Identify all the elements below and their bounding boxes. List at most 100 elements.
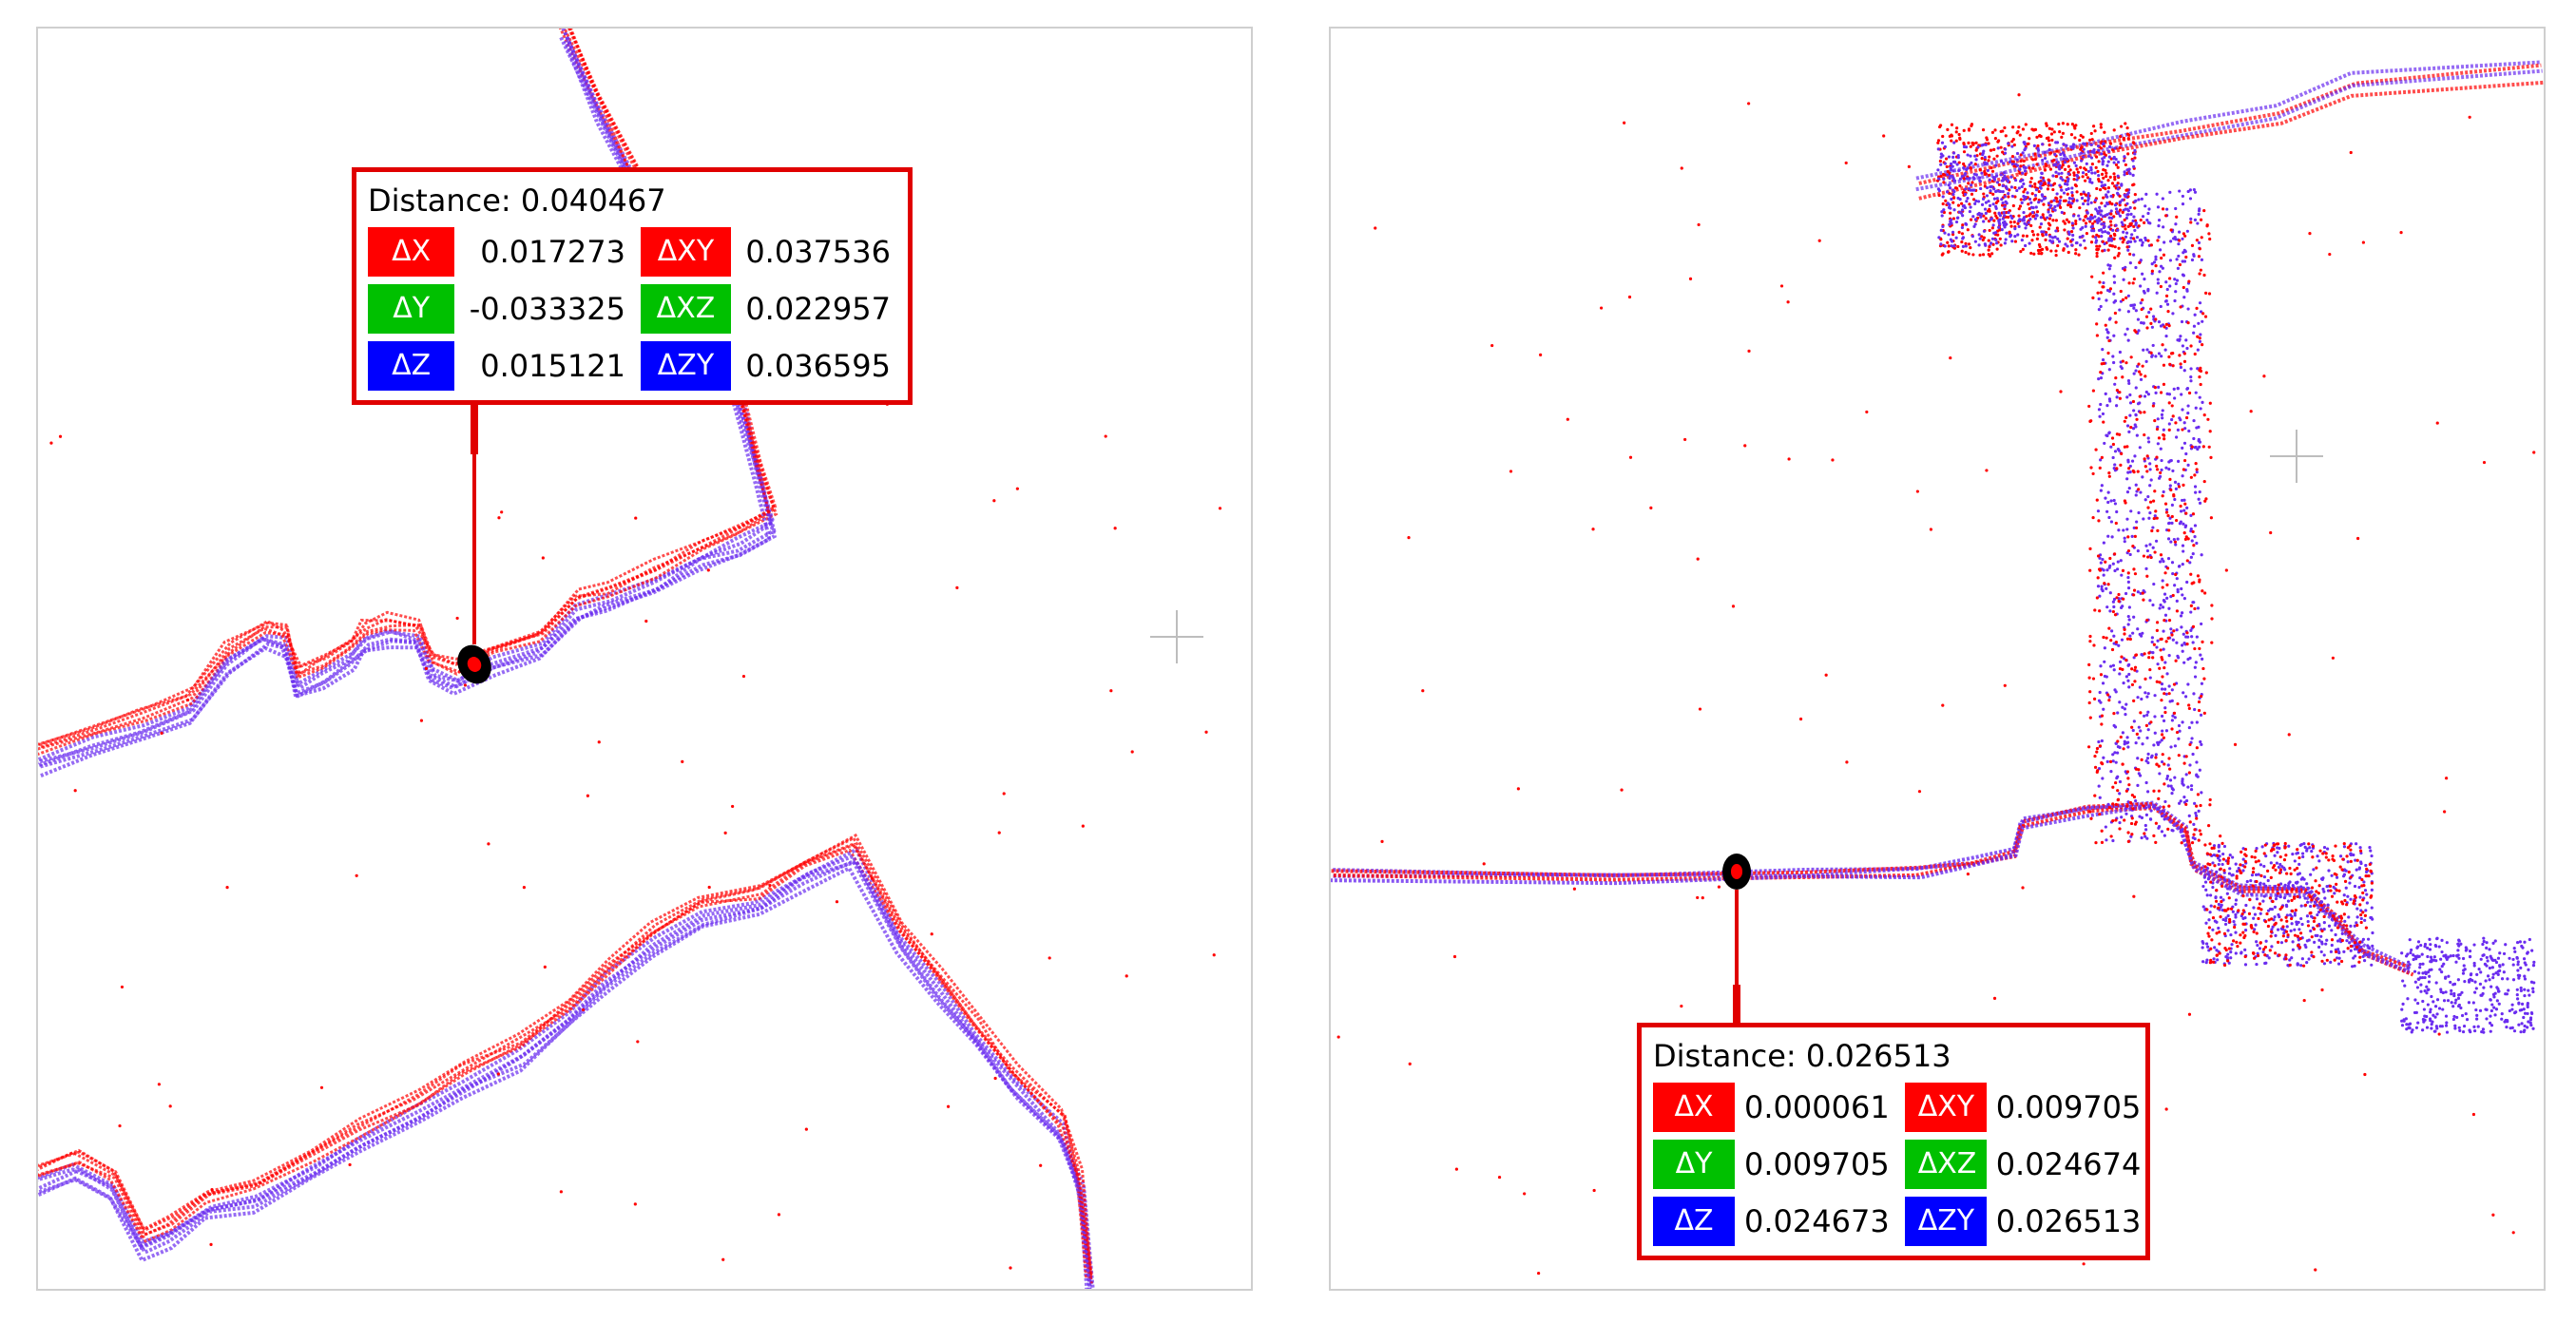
cloud-point — [2138, 685, 2142, 689]
cloud-point — [1882, 134, 1886, 138]
cloud-point — [2003, 204, 2007, 209]
cloud-point — [2061, 163, 2065, 167]
cloud-point — [2433, 943, 2437, 948]
cloud-point — [2528, 937, 2531, 942]
delta-y-tag: ΔY — [1653, 1140, 1735, 1189]
cloud-point — [2155, 455, 2159, 459]
cloud-point — [2404, 954, 2409, 958]
cloud-point — [2259, 863, 2263, 867]
cloud-point — [1482, 862, 1486, 866]
cloud-point — [2109, 520, 2114, 524]
cloud-point — [1950, 134, 1954, 138]
cloud-point — [2434, 959, 2438, 963]
cloud-point — [2191, 752, 2195, 757]
cloud-point — [2153, 514, 2157, 518]
cloud-point — [2124, 713, 2127, 717]
viewport-left[interactable]: Distance: 0.040467 ΔX 0.017273 ΔXY 0.037… — [36, 27, 1253, 1291]
cloud-point — [1990, 237, 1995, 240]
cloud-point — [1081, 824, 1085, 828]
cloud-point — [2163, 437, 2166, 441]
cloud-point — [2057, 240, 2062, 243]
cloud-point — [2157, 352, 2162, 355]
cloud-point — [2037, 134, 2042, 138]
cloud-point — [2109, 157, 2113, 161]
cloud-point — [2489, 1008, 2493, 1013]
cloud-point — [2125, 804, 2129, 808]
cloud-point — [1989, 189, 1992, 193]
cloud-point — [2003, 683, 2007, 687]
cloud-point — [1988, 203, 1992, 207]
cloud-point — [2126, 745, 2130, 749]
cloud-point — [2201, 312, 2205, 316]
cloud-point — [2317, 884, 2321, 888]
cloud-point — [2177, 459, 2181, 463]
cloud-point — [2093, 215, 2097, 219]
cloud-point — [2021, 151, 2025, 155]
cloud-point — [2182, 597, 2186, 601]
cloud-point — [1951, 230, 1955, 234]
cloud-point — [2348, 931, 2352, 934]
cloud-point — [2146, 393, 2150, 396]
cloud-point — [2127, 167, 2131, 171]
cloud-point — [2132, 470, 2136, 474]
cloud-point — [2409, 950, 2413, 955]
cloud-point — [2175, 258, 2179, 261]
cloud-point — [1688, 277, 1693, 280]
cloud-point — [2057, 122, 2061, 126]
cloud-point — [2174, 543, 2178, 547]
cloud-point — [2141, 364, 2144, 368]
cloud-point — [2258, 882, 2262, 886]
cloud-point — [2121, 222, 2124, 227]
cloud-point — [2111, 228, 2115, 232]
cloud-point — [2137, 329, 2141, 333]
cloud-point — [2160, 699, 2163, 702]
leader-line — [471, 402, 478, 454]
cloud-point — [2120, 183, 2124, 187]
cloud-point — [2129, 835, 2133, 838]
cloud-point — [2100, 152, 2104, 156]
cloud-point — [1698, 707, 1702, 711]
cloud-point — [2047, 143, 2051, 147]
cloud-point — [2166, 763, 2170, 767]
cloud-point — [2291, 948, 2296, 951]
cloud-point — [2010, 155, 2015, 159]
cloud-point — [1949, 162, 1953, 166]
cloud-point — [2028, 137, 2031, 141]
cloud-point — [1961, 223, 1965, 227]
cloud-point — [1981, 238, 1985, 242]
cloud-point — [1987, 159, 1990, 163]
cloud-point — [2004, 147, 2008, 151]
cloud-point — [2054, 196, 2058, 200]
cloud-point — [1950, 244, 1953, 248]
cloud-point — [2200, 791, 2203, 795]
cloud-point — [2197, 321, 2201, 325]
cloud-point — [2185, 346, 2189, 351]
cloud-point — [2452, 982, 2457, 986]
cloud-point — [1991, 202, 1995, 206]
cloud-point — [2316, 910, 2321, 914]
cloud-point — [2518, 1008, 2522, 1012]
cloud-point — [2327, 869, 2331, 873]
cloud-point — [2101, 589, 2105, 593]
cloud-point — [2129, 509, 2133, 513]
cloud-point — [2175, 628, 2179, 632]
cloud-point — [2478, 1008, 2483, 1012]
cloud-point — [2419, 989, 2423, 993]
cloud-point — [2456, 996, 2461, 1000]
cloud-point — [1945, 190, 1950, 194]
cloud-point — [2163, 782, 2166, 786]
cloud-point — [2440, 950, 2444, 954]
viewport-right[interactable]: Distance: 0.026513 ΔX 0.000061 ΔXY 0.009… — [1329, 27, 2546, 1291]
cloud-point — [2003, 225, 2007, 229]
cloud-point — [2190, 539, 2194, 543]
cloud-point — [2319, 950, 2323, 954]
cloud-point — [2184, 338, 2188, 342]
cloud-point — [2116, 447, 2120, 451]
cloud-point — [2082, 201, 2086, 206]
cloud-point — [1981, 128, 1986, 132]
delta-zy-value: 0.026513 — [1995, 1203, 2142, 1239]
cloud-point — [1995, 197, 1999, 201]
cloud-point — [2024, 226, 2028, 230]
point-marker-icon[interactable] — [1722, 854, 1751, 890]
cloud-point — [2085, 232, 2089, 236]
